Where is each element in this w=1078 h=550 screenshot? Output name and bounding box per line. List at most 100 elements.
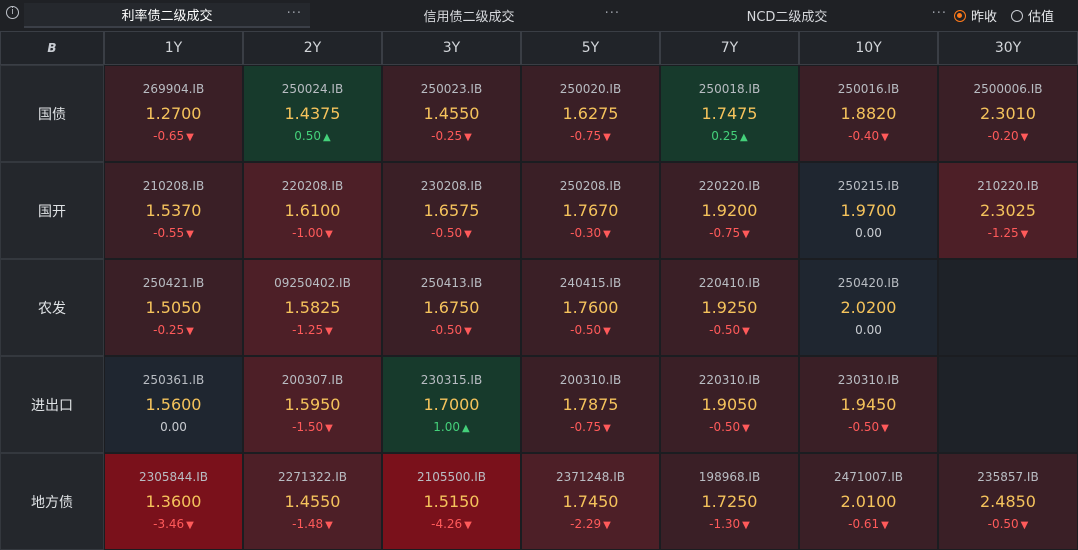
bond-cell[interactable]: 220310.IB 1.9050 -0.50 ▼ [660,356,799,453]
arrow-up-icon: ▲ [462,423,470,434]
bond-cell[interactable]: 198968.IB 1.7250 -1.30 ▼ [660,453,799,550]
bond-cell[interactable]: 250413.IB 1.6750 -0.50 ▼ [382,259,521,356]
bond-change-value: -0.50 [709,323,741,337]
bond-cell[interactable]: 250215.IB 1.9700 0.00 [799,162,938,259]
bond-cell[interactable]: 230315.IB 1.7000 1.00 ▲ [382,356,521,453]
bond-rate: 1.6100 [284,201,341,220]
more-icon[interactable]: ··· [604,6,620,21]
bond-change-value: -0.65 [153,129,185,143]
bond-rate: 1.5600 [145,395,202,414]
radio-valuation[interactable]: 估值 [1010,6,1054,25]
column-header-5y[interactable]: 5Y [521,31,660,65]
bond-change: 1.00 ▲ [383,420,520,434]
bond-cell[interactable]: 269904.IB 1.2700 -0.65 ▼ [104,65,243,162]
bond-cell[interactable]: 250420.IB 2.0200 0.00 [799,259,938,356]
bond-rate: 1.3600 [145,492,202,511]
bond-rate: 2.4850 [980,492,1036,511]
more-icon[interactable]: ··· [931,6,947,21]
bond-cell[interactable]: 250018.IB 1.7475 0.25 ▲ [660,65,799,162]
bond-code: 220310.IB [698,373,761,387]
bond-cell[interactable]: 235857.IB 2.4850 -0.50 ▼ [938,453,1078,550]
bond-rate: 1.4550 [423,104,480,123]
bond-change-value: 0.50 [294,129,321,143]
bond-code: 250020.IB [559,82,622,96]
bond-change-value: -0.40 [848,129,880,143]
bond-code: 230315.IB [420,373,483,387]
bond-change: -1.30 ▼ [661,517,798,531]
arrow-down-icon: ▼ [325,229,333,240]
bond-code: 250420.IB [837,276,900,290]
bond-change-value: 1.00 [433,420,460,434]
bond-change-value: -1.48 [292,517,324,531]
bond-code: 2105500.IB [416,470,487,484]
bond-cell[interactable]: 2105500.IB 1.5150 -4.26 ▼ [382,453,521,550]
tab-ncd[interactable]: NCD二级成交 [628,3,946,28]
bond-change: -0.75 ▼ [661,226,798,240]
bond-cell[interactable]: 200310.IB 1.7875 -0.75 ▼ [521,356,660,453]
arrow-up-icon: ▲ [323,132,331,143]
column-header-30y[interactable]: 30Y [938,31,1078,65]
bond-rate: 1.9250 [701,298,758,317]
bond-rate: 2.0200 [840,298,897,317]
tab-credit-bonds[interactable]: 信用债二级成交 ··· [310,3,628,28]
bond-cell[interactable]: 2371248.IB 1.7450 -2.29 ▼ [521,453,660,550]
bond-rate: 1.9450 [840,395,897,414]
bond-cell[interactable]: 220208.IB 1.6100 -1.00 ▼ [243,162,382,259]
bond-code: 235857.IB [977,470,1039,484]
bond-change: -2.29 ▼ [522,517,659,531]
bond-change: -0.40 ▼ [800,129,937,143]
brand-b-icon: B [47,41,57,55]
bond-rate: 1.7000 [423,395,480,414]
bond-code: 250215.IB [837,179,900,193]
arrow-down-icon: ▼ [186,326,194,337]
bond-change: -0.50 ▼ [522,323,659,337]
bond-change: -0.50 ▼ [383,323,520,337]
bond-cell[interactable]: 220220.IB 1.9200 -0.75 ▼ [660,162,799,259]
row-label: 国债 [0,65,104,162]
bond-cell[interactable]: 250024.IB 1.4375 0.50 ▲ [243,65,382,162]
bond-cell[interactable]: 250421.IB 1.5050 -0.25 ▼ [104,259,243,356]
arrow-down-icon: ▼ [464,326,472,337]
bond-code: 250413.IB [420,276,483,290]
bond-cell[interactable]: 2500006.IB 2.3010 -0.20 ▼ [938,65,1078,162]
bond-cell[interactable]: 220410.IB 1.9250 -0.50 ▼ [660,259,799,356]
bond-cell[interactable]: 2471007.IB 2.0100 -0.61 ▼ [799,453,938,550]
bond-rate: 1.6750 [423,298,480,317]
corner-logo: B [0,31,104,65]
bond-change: -0.75 ▼ [522,420,659,434]
column-header-1y[interactable]: 1Y [104,31,243,65]
bond-change: -1.50 ▼ [244,420,381,434]
bond-code: 09250402.IB [274,276,351,290]
arrow-down-icon: ▼ [325,326,333,337]
bond-cell[interactable]: 210220.IB 2.3025 -1.25 ▼ [938,162,1078,259]
bond-cell[interactable]: 250208.IB 1.7670 -0.30 ▼ [521,162,660,259]
radio-prev-close[interactable]: 昨收 [953,6,997,25]
column-header-3y[interactable]: 3Y [382,31,521,65]
column-header-10y[interactable]: 10Y [799,31,938,65]
info-icon[interactable]: i [6,6,19,19]
bond-cell[interactable]: 250361.IB 1.5600 0.00 [104,356,243,453]
bond-rate: 1.9200 [701,201,758,220]
bond-cell[interactable]: 230310.IB 1.9450 -0.50 ▼ [799,356,938,453]
bond-change: -0.25 ▼ [383,129,520,143]
bond-code: 240415.IB [559,276,622,290]
column-header-2y[interactable]: 2Y [243,31,382,65]
arrow-down-icon: ▼ [742,520,750,531]
bond-cell[interactable]: 2305844.IB 1.3600 -3.46 ▼ [104,453,243,550]
bond-cell[interactable]: 09250402.IB 1.5825 -1.25 ▼ [243,259,382,356]
bond-code: 210220.IB [977,179,1039,193]
bond-cell[interactable]: 250016.IB 1.8820 -0.40 ▼ [799,65,938,162]
bond-cell[interactable]: 230208.IB 1.6575 -0.50 ▼ [382,162,521,259]
more-icon[interactable]: ··· [286,6,302,21]
bond-change-value: -0.55 [153,226,185,240]
bond-cell[interactable]: 250020.IB 1.6275 -0.75 ▼ [521,65,660,162]
bond-cell[interactable]: 2271322.IB 1.4550 -1.48 ▼ [243,453,382,550]
bond-cell[interactable]: 240415.IB 1.7600 -0.50 ▼ [521,259,660,356]
column-header-7y[interactable]: 7Y [660,31,799,65]
tab-rate-bonds[interactable]: 利率债二级成交 ··· [24,3,310,28]
bond-cell[interactable]: 250023.IB 1.4550 -0.25 ▼ [382,65,521,162]
bond-cell[interactable]: 210208.IB 1.5370 -0.55 ▼ [104,162,243,259]
bond-cell[interactable]: 200307.IB 1.5950 -1.50 ▼ [243,356,382,453]
bond-change: 0.00 [105,420,242,434]
radio-checked-icon [953,9,966,22]
